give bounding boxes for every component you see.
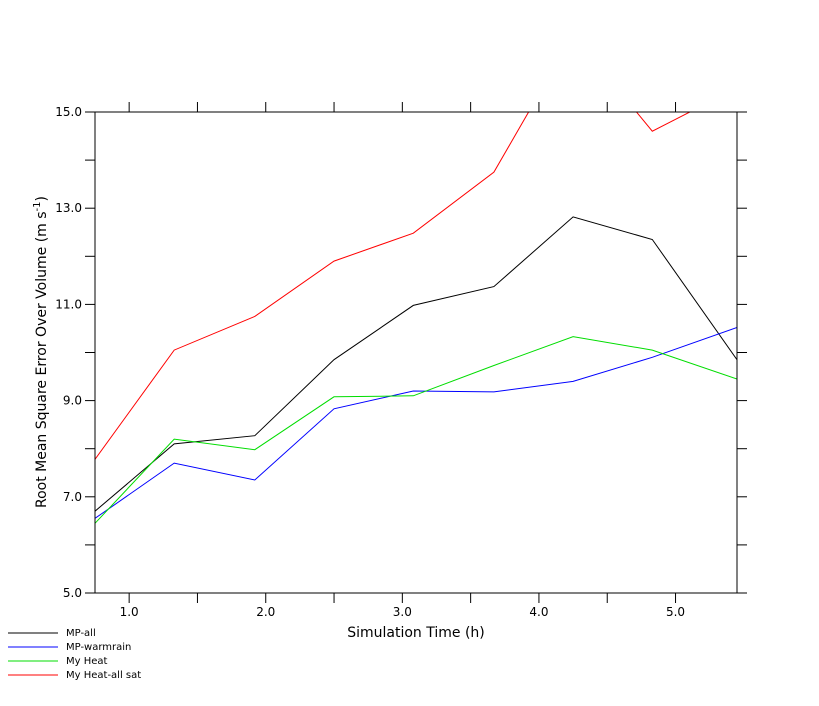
plot-frame bbox=[94, 111, 738, 594]
x-tick-label: 5.0 bbox=[666, 605, 685, 619]
y-tick-label: 7.0 bbox=[63, 490, 82, 504]
y-axis-title: Root Mean Square Error Over Volume (m s-… bbox=[32, 196, 50, 508]
legend-label: MP-warmrain bbox=[66, 642, 131, 653]
legend-label: My Heat bbox=[66, 656, 108, 667]
legend-label: My Heat-all sat bbox=[66, 670, 141, 681]
y-tick-label: 5.0 bbox=[63, 586, 82, 600]
y-tick-label: 13.0 bbox=[55, 201, 82, 215]
axis-ticks bbox=[85, 102, 747, 603]
y-tick-label: 15.0 bbox=[55, 105, 82, 119]
x-axis-title: Simulation Time (h) bbox=[347, 625, 485, 641]
series-line-my-heat-all-sat bbox=[95, 112, 691, 460]
y-tick-label: 9.0 bbox=[63, 394, 82, 408]
series-layer bbox=[95, 112, 737, 524]
legend: MP-all MP-warmrain My Heat My Heat-all sat bbox=[8, 628, 141, 681]
tick-labels: 1.0 2.0 3.0 4.0 5.0 5.0 7.0 9.0 11.0 13.0 15.0 bbox=[55, 105, 685, 619]
legend-label: MP-all bbox=[66, 628, 96, 639]
series-line-mp-warmrain bbox=[95, 327, 737, 519]
y-tick-label: 11.0 bbox=[55, 297, 82, 311]
x-tick-label: 1.0 bbox=[120, 605, 139, 619]
series-line-mp-all bbox=[95, 216, 737, 512]
series-line-my-heat bbox=[95, 336, 737, 524]
x-tick-label: 4.0 bbox=[529, 605, 548, 619]
x-tick-label: 2.0 bbox=[256, 605, 275, 619]
x-tick-label: 3.0 bbox=[393, 605, 412, 619]
